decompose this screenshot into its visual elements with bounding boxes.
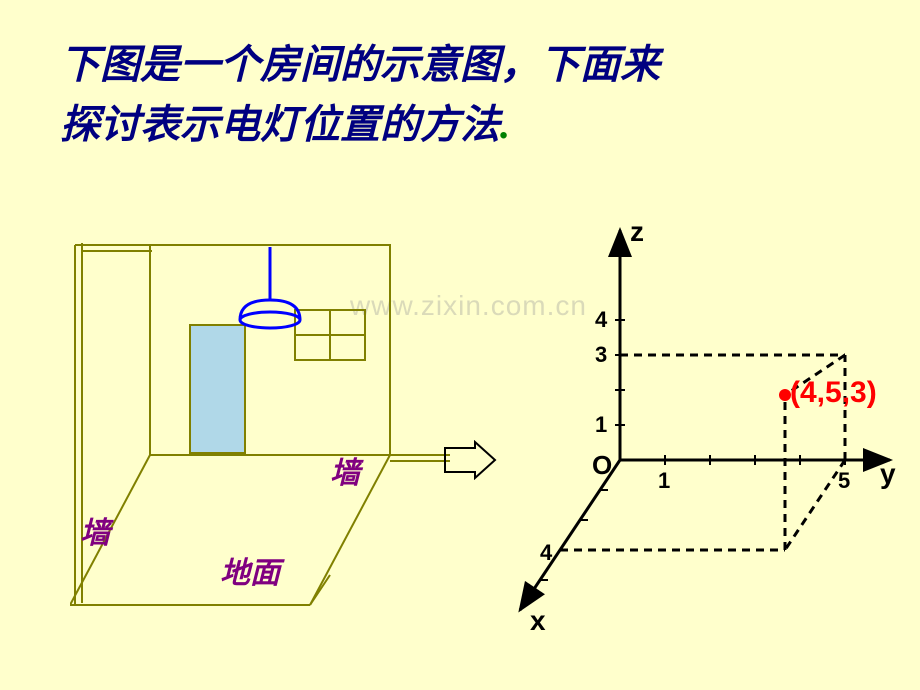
y-tick-5: 5: [838, 468, 850, 494]
z-tick-4: 4: [595, 307, 607, 333]
z-tick-3: 3: [595, 342, 607, 368]
x-tick-4: 4: [540, 540, 552, 566]
z-tick-1: 1: [595, 412, 607, 438]
coord-diagram: z y x O 1 3 4 1 5 4 (4,5,3): [500, 210, 900, 645]
z-axis-label: z: [630, 216, 644, 248]
wall-left-label: 墙: [80, 508, 110, 552]
y-tick-1: 1: [658, 468, 670, 494]
y-axis-label: y: [880, 458, 896, 490]
title-line2: 探讨表示电灯位置的方法: [60, 102, 500, 147]
x-axis-label: x: [530, 605, 546, 637]
origin-label: O: [592, 450, 612, 481]
arrow-block: [440, 440, 500, 485]
floor-label: 地面: [220, 548, 280, 592]
title-period: .: [500, 102, 510, 147]
point-label: (4,5,3): [790, 376, 877, 410]
wall-right-label: 墙: [330, 448, 360, 492]
title-line1: 下图是一个房间的示意图，下面来: [60, 42, 660, 87]
coord-svg: [500, 210, 900, 640]
title-text: 下图是一个房间的示意图，下面来 探讨表示电灯位置的方法.: [60, 35, 860, 155]
